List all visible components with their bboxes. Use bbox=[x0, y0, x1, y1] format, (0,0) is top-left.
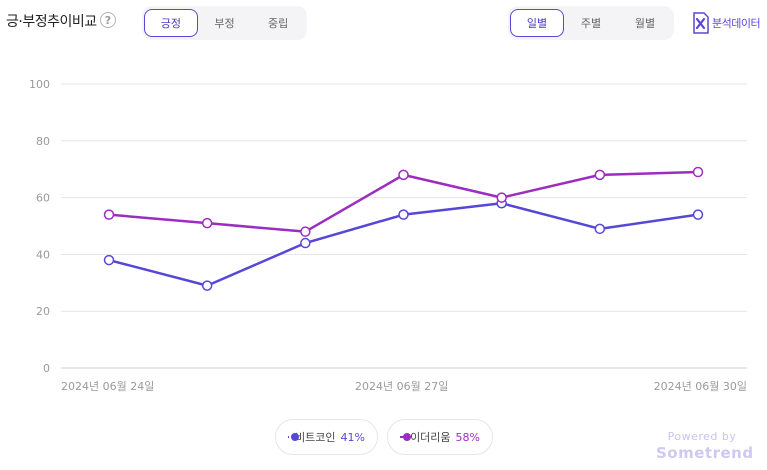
legend-share: 41% bbox=[340, 430, 365, 444]
y-tick-label: 0 bbox=[43, 362, 50, 375]
powered-by-logo: Powered by Sometrend bbox=[656, 430, 754, 462]
data-point[interactable] bbox=[594, 223, 606, 235]
chart-grid bbox=[61, 83, 747, 369]
legend-marker-icon bbox=[288, 433, 300, 441]
data-point[interactable] bbox=[594, 169, 606, 181]
data-point[interactable] bbox=[300, 237, 311, 249]
period-tabs: 일별 주별 월별 bbox=[508, 6, 674, 40]
legend-marker-icon bbox=[400, 433, 412, 441]
x-axis: 2024년 06월 24일 2024년 06월 27일 2024년 06월 30일 bbox=[61, 379, 747, 393]
legend-share: 58% bbox=[455, 430, 480, 444]
tab-weekly[interactable]: 주별 bbox=[580, 17, 602, 30]
export-label: 분석데이터 bbox=[712, 17, 761, 30]
data-point[interactable] bbox=[692, 209, 704, 220]
series-line bbox=[108, 170, 699, 233]
data-point[interactable] bbox=[692, 166, 704, 178]
chart-title: 긍·부정추이비교 bbox=[6, 14, 97, 30]
powered-by-text: Powered by bbox=[667, 430, 737, 443]
series-lines bbox=[103, 166, 704, 291]
data-point[interactable] bbox=[398, 209, 409, 220]
legend-item-bitcoin[interactable]: 비트코인 41% bbox=[275, 419, 378, 455]
tab-monthly[interactable]: 월별 bbox=[634, 17, 656, 30]
y-tick-label: 60 bbox=[36, 192, 50, 205]
y-axis: 0 20 40 60 80 100 bbox=[29, 78, 50, 375]
data-point[interactable] bbox=[201, 217, 213, 229]
help-icon[interactable]: ? bbox=[100, 12, 116, 28]
legend-label: 비트코인 bbox=[295, 431, 336, 444]
tab-negative[interactable]: 부정 bbox=[214, 17, 235, 30]
export-data-button[interactable]: 분석데이터 bbox=[692, 12, 761, 34]
y-tick-label: 80 bbox=[36, 135, 50, 148]
x-tick-label: 2024년 06월 30일 bbox=[654, 379, 747, 393]
data-point[interactable] bbox=[103, 209, 115, 220]
sentiment-tabs: 긍정 부정 중립 bbox=[142, 6, 307, 40]
x-tick-label: 2024년 06월 27일 bbox=[355, 379, 448, 393]
x-tick-label: 2024년 06월 24일 bbox=[61, 379, 154, 393]
data-point[interactable] bbox=[496, 192, 507, 203]
data-point[interactable] bbox=[398, 169, 409, 181]
data-point[interactable] bbox=[103, 254, 115, 266]
legend-item-ethereum[interactable]: 이더리움 58% bbox=[387, 419, 493, 455]
tab-neutral[interactable]: 중립 bbox=[268, 17, 289, 30]
tab-positive[interactable]: 긍정 bbox=[144, 9, 198, 37]
brand-logo: Sometrend bbox=[656, 444, 754, 462]
y-tick-label: 20 bbox=[36, 305, 50, 318]
legend-label: 이더리움 bbox=[410, 431, 451, 444]
data-point[interactable] bbox=[300, 226, 311, 237]
y-tick-label: 100 bbox=[29, 78, 50, 91]
tab-daily[interactable]: 일별 bbox=[510, 9, 564, 37]
y-tick-label: 40 bbox=[36, 248, 50, 261]
excel-icon bbox=[693, 12, 709, 34]
data-point[interactable] bbox=[201, 280, 213, 291]
